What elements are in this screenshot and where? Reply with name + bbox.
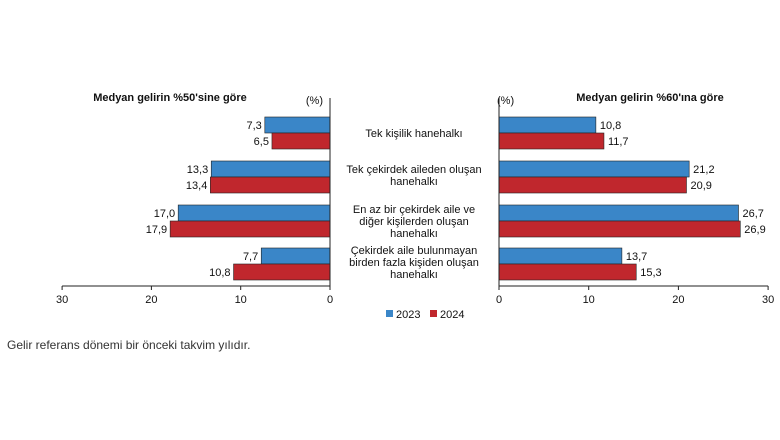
bar-1-2024-4 — [233, 263, 331, 281]
x-tick-label-2-4: 30 — [762, 294, 774, 306]
footnote: Gelir referans dönemi bir önceki takvim … — [7, 338, 251, 352]
value-label-1-2024-2: 13,4 — [186, 180, 207, 192]
unit-label-2: (%) — [497, 95, 514, 107]
bar-1-2024-2 — [210, 176, 331, 194]
category-label-3-3: hanehalkı — [390, 228, 438, 240]
bar-2-2023-2 — [498, 160, 690, 178]
category-label-4-2: birden fazla kişiden oluşan — [349, 257, 479, 269]
category-label-2-2: hanehalkı — [390, 176, 438, 188]
bar-2-2024-3 — [498, 220, 741, 238]
category-label-1-1: Tek kişilik hanehalkı — [365, 128, 462, 140]
legend-swatch-2024 — [430, 310, 437, 317]
value-label-1-2024-1: 6,5 — [254, 136, 269, 148]
bar-2-2023-1 — [498, 116, 597, 134]
x-tick-label-2-1: 0 — [496, 294, 502, 306]
bar-2-2024-4 — [498, 263, 637, 281]
value-label-1-2023-2: 13,3 — [187, 164, 208, 176]
category-label-4-3: hanehalkı — [390, 269, 438, 281]
bar-2-2023-4 — [498, 247, 623, 265]
x-tick-label-1-3: 10 — [235, 294, 247, 306]
panel-title-2: Medyan gelirin %60'ına göre — [576, 92, 724, 104]
value-label-1-2024-4: 10,8 — [209, 267, 230, 279]
x-tick-label-1-1: 30 — [56, 294, 68, 306]
x-tick-label-1-4: 0 — [327, 294, 333, 306]
category-label-3-2: diğer kişilerden oluşan — [359, 216, 468, 228]
value-label-2-2023-2: 21,2 — [693, 164, 714, 176]
category-label-4-1: Çekirdek aile bulunmayan — [351, 245, 478, 257]
legend-swatch-2023 — [386, 310, 393, 317]
unit-label-1: (%) — [306, 95, 323, 107]
bar-2-2024-1 — [498, 132, 605, 150]
category-label-2-1: Tek çekirdek aileden oluşan — [346, 164, 481, 176]
bar-1-2023-2 — [210, 160, 331, 178]
value-label-2-2023-3: 26,7 — [742, 208, 763, 220]
bar-1-2023-3 — [177, 204, 331, 222]
value-label-2-2024-3: 26,9 — [744, 224, 765, 236]
bar-1-2024-3 — [169, 220, 331, 238]
bar-1-2023-4 — [260, 247, 331, 265]
value-label-2-2024-1: 11,7 — [608, 136, 629, 148]
bar-2-2024-2 — [498, 176, 687, 194]
value-label-2-2023-1: 10,8 — [600, 120, 621, 132]
x-tick-label-1-2: 20 — [145, 294, 157, 306]
value-label-2-2023-4: 13,7 — [626, 251, 647, 263]
legend-label-2023: 2023 — [396, 309, 420, 321]
bar-2-2023-3 — [498, 204, 739, 222]
value-label-1-2023-1: 7,3 — [247, 120, 262, 132]
panel-title-1: Medyan gelirin %50'sine göre — [93, 92, 247, 104]
value-label-2-2024-4: 15,3 — [640, 267, 661, 279]
legend-label-2024: 2024 — [440, 309, 464, 321]
value-label-1-2024-3: 17,9 — [146, 224, 167, 236]
x-tick-label-2-2: 10 — [583, 294, 595, 306]
bar-1-2024-1 — [271, 132, 331, 150]
category-label-3-1: En az bir çekirdek aile ve — [353, 204, 475, 216]
value-label-1-2023-3: 17,0 — [154, 208, 175, 220]
value-label-2-2024-2: 20,9 — [690, 180, 711, 192]
bar-1-2023-1 — [264, 116, 331, 134]
value-label-1-2023-4: 7,7 — [243, 251, 258, 263]
x-tick-label-2-3: 20 — [672, 294, 684, 306]
